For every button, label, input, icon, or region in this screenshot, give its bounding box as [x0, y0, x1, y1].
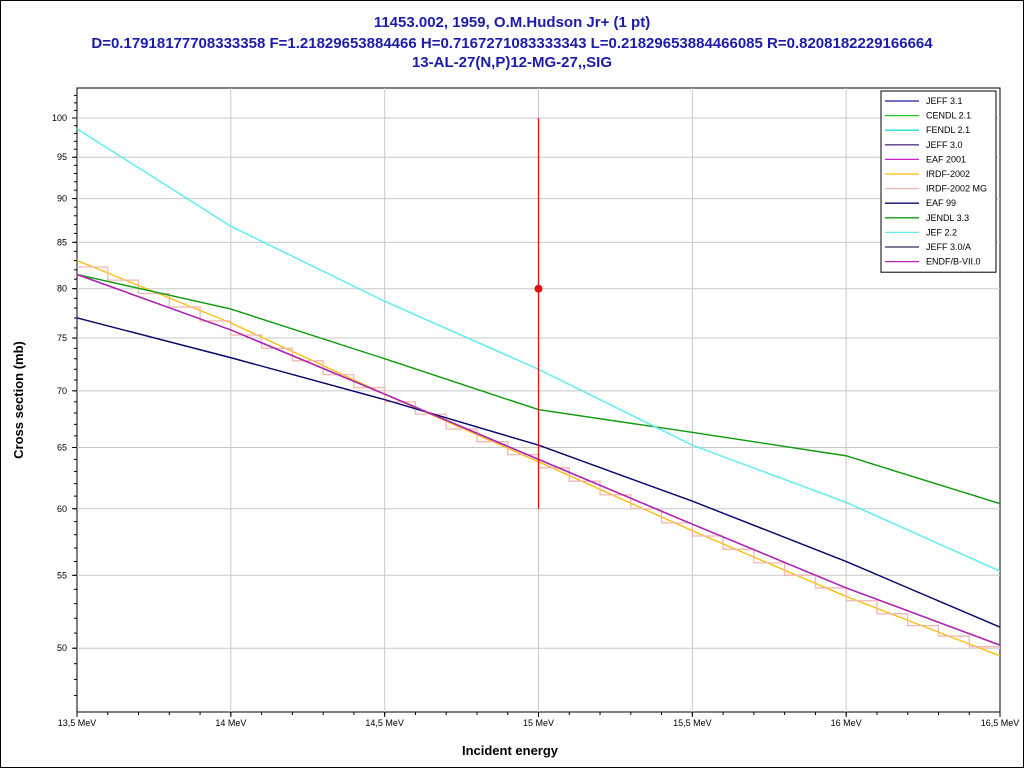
x-tick-label: 16 MeV	[831, 718, 862, 728]
y-tick-label: 55	[57, 570, 67, 580]
y-tick-label: 70	[57, 386, 67, 396]
x-tick-label: 14,5 MeV	[365, 718, 404, 728]
y-tick-label: 50	[57, 643, 67, 653]
x-tick-label: 14 MeV	[215, 718, 246, 728]
chart-reaction: 13-AL-27(N,P)12-MG-27,,SIG	[411, 54, 613, 71]
y-tick-label: 75	[57, 333, 67, 343]
data-point[interactable]	[534, 284, 543, 293]
legend-label: JEFF 3.0	[926, 140, 963, 150]
legend-box	[880, 90, 997, 273]
x-tick-label: 15 MeV	[523, 718, 554, 728]
legend-label: ENDF/B-VII.0	[926, 257, 981, 267]
legend-label: IRDF-2002 MG	[926, 184, 987, 194]
legend-label: JEFF 3.1	[926, 96, 963, 106]
x-tick-label: 16,5 MeV	[981, 718, 1020, 728]
x-axis-label: Incident energy	[462, 743, 559, 758]
axis-ticks: 13,5 MeV 14 MeV 14,5 MeV 15 MeV 15,5 MeV 16 M…	[52, 94, 1020, 728]
experimental-points	[534, 118, 543, 509]
legend-label: FENDL 2.1	[926, 125, 970, 135]
y-axis-label: Cross section (mb)	[11, 341, 26, 459]
y-tick-label: 95	[57, 152, 67, 162]
chart-title: 11453.002, 1959, O.M.Hudson Jr+ (1 pt)	[373, 14, 651, 31]
chart-parameters: D=0.17918177708333358 F=1.21829653884466…	[91, 35, 933, 52]
legend-label: JEF 2.2	[926, 227, 957, 237]
y-tick-label: 90	[57, 194, 67, 204]
y-tick-label: 100	[52, 113, 67, 123]
x-tick-label: 15,5 MeV	[673, 718, 712, 728]
legend-label: IRDF-2002	[926, 169, 970, 179]
legend-label: EAF 99	[926, 198, 956, 208]
y-tick-label: 60	[57, 504, 67, 514]
legend: JEFF 3.1 CENDL 2.1 FENDL 2.1 JEFF 3.0 EAF 20…	[880, 90, 997, 273]
y-tick-label: 65	[57, 443, 67, 453]
y-tick-label: 85	[57, 237, 67, 247]
legend-label: JEFF 3.0/A	[926, 242, 971, 252]
legend-label: EAF 2001	[926, 154, 966, 164]
legend-label: CENDL 2.1	[926, 111, 971, 121]
legend-label: JENDL 3.3	[926, 213, 969, 223]
x-tick-label: 13,5 MeV	[58, 718, 97, 728]
y-tick-label: 80	[57, 284, 67, 294]
